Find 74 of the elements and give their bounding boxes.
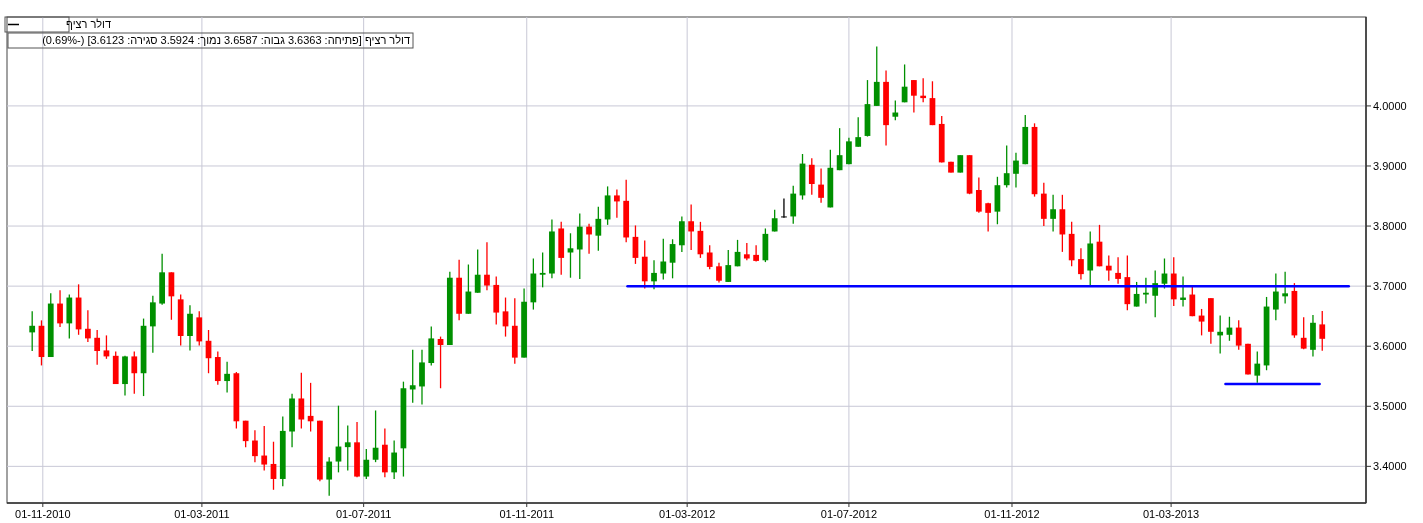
- candlestick: [818, 167, 824, 204]
- candlestick: [363, 448, 370, 480]
- x-tick-label: 01-11-2010: [15, 508, 71, 520]
- candlestick: [1003, 144, 1010, 189]
- candlestick: [1319, 310, 1326, 352]
- candlestick: [261, 425, 268, 472]
- candlestick: [1078, 247, 1084, 281]
- y-tick-label: 3.6000: [1373, 340, 1407, 353]
- candlestick: [576, 212, 583, 280]
- candlestick: [1254, 350, 1261, 384]
- candlestick: [836, 127, 843, 171]
- candlestick: [725, 249, 732, 283]
- candlestick: [252, 429, 258, 463]
- y-tick-label: 3.5000: [1373, 400, 1407, 413]
- candlestick: [1115, 256, 1121, 285]
- candlestick: [131, 350, 138, 395]
- candlestick: [1300, 316, 1307, 350]
- y-tick-label: 3.9000: [1373, 159, 1407, 172]
- candlestick: [595, 206, 602, 252]
- candlestick: [846, 137, 852, 165]
- candlestick: [1282, 271, 1288, 305]
- candlestick: [409, 349, 416, 404]
- candlestick: [716, 262, 722, 284]
- candlestick: [660, 238, 667, 281]
- text: דולר רציף: [66, 18, 112, 30]
- annotation: דולר רציף [פתיחה: 3.6363 גבוה: 3.6587 נמוך: 3.5924 סגירה: 3.6123] (-0.69%): [42, 34, 410, 46]
- candlestick: [1013, 152, 1019, 189]
- candlestick: [706, 244, 713, 270]
- candlestick: [614, 188, 620, 219]
- candlestick: [1152, 269, 1159, 319]
- candlestick: [790, 185, 797, 225]
- candlestick: [911, 79, 917, 114]
- candlestick: [1050, 194, 1056, 233]
- candlestick: [29, 310, 36, 352]
- x-tick-label: 01-03-2013: [1142, 508, 1200, 520]
- candlestick: [1235, 319, 1242, 351]
- candlestick: [484, 241, 490, 291]
- x-tick-label: 01-03-2011: [174, 508, 230, 520]
- candlestick: [224, 361, 230, 394]
- candlestick: [391, 439, 398, 480]
- y-tick-label: 3.8000: [1373, 219, 1407, 232]
- candlestick: [326, 456, 333, 497]
- candlestick: [1105, 254, 1112, 282]
- candlestick: [753, 244, 759, 263]
- candlestick: [539, 251, 546, 288]
- candlestick: [57, 289, 63, 328]
- candlestick: [892, 99, 899, 121]
- candlestick: [808, 157, 815, 196]
- candlestick: [187, 304, 193, 352]
- candlestick: [298, 371, 305, 430]
- candlestick: [1189, 286, 1196, 317]
- x-tick-label: 01-03-2012: [659, 508, 716, 520]
- candlestick: [344, 424, 351, 472]
- candlestick: [1272, 272, 1279, 322]
- x-tick-label: 01-07-2011: [335, 508, 392, 520]
- candlestick: [242, 420, 249, 448]
- x-tick-label: 01-11-2012: [984, 508, 1040, 520]
- candlestick: [855, 116, 862, 148]
- candlestick: [985, 201, 992, 233]
- x-tick-label: 01-07-2012: [820, 508, 878, 520]
- y-tick-label: 3.4000: [1373, 460, 1407, 473]
- y-tick-label: 4.0000: [1373, 99, 1407, 112]
- candlestick: [474, 248, 481, 294]
- candlestick: [1133, 281, 1140, 308]
- x-tick-label: 01-11-2011: [499, 508, 555, 520]
- candlestick: [94, 329, 101, 366]
- y-tick-label: 3.7000: [1373, 279, 1407, 292]
- candlestick: [586, 223, 592, 255]
- candlestick: [651, 259, 657, 290]
- candlestick: [975, 176, 982, 214]
- candlestick: [85, 309, 91, 343]
- candlestick: [1143, 277, 1149, 305]
- candlestick: [781, 197, 787, 219]
- candlestick: [688, 203, 695, 251]
